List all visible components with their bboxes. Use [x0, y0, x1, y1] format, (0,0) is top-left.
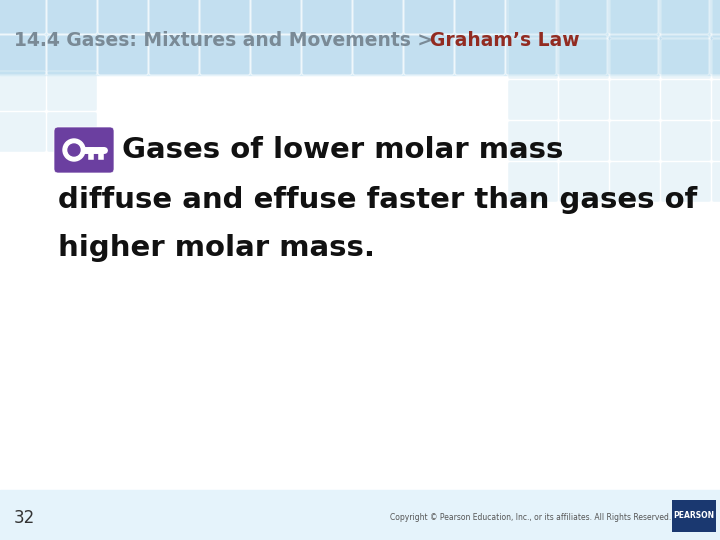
FancyBboxPatch shape: [455, 0, 505, 34]
FancyBboxPatch shape: [404, 35, 454, 75]
FancyBboxPatch shape: [661, 162, 711, 202]
FancyBboxPatch shape: [508, 162, 558, 202]
FancyBboxPatch shape: [302, 35, 352, 75]
FancyBboxPatch shape: [659, 35, 709, 75]
FancyBboxPatch shape: [712, 39, 720, 79]
FancyBboxPatch shape: [506, 35, 556, 75]
FancyBboxPatch shape: [404, 0, 454, 34]
FancyBboxPatch shape: [557, 0, 607, 34]
FancyBboxPatch shape: [47, 0, 97, 34]
FancyBboxPatch shape: [659, 0, 709, 34]
FancyBboxPatch shape: [610, 39, 660, 79]
FancyBboxPatch shape: [251, 35, 301, 75]
Bar: [0, 490, 720, 540]
FancyBboxPatch shape: [661, 80, 711, 120]
FancyBboxPatch shape: [559, 39, 609, 79]
FancyBboxPatch shape: [559, 0, 609, 38]
FancyBboxPatch shape: [610, 0, 660, 38]
FancyBboxPatch shape: [508, 121, 558, 161]
FancyBboxPatch shape: [455, 35, 505, 75]
FancyBboxPatch shape: [610, 80, 660, 120]
FancyBboxPatch shape: [712, 162, 720, 202]
FancyBboxPatch shape: [54, 127, 114, 173]
FancyBboxPatch shape: [710, 35, 720, 75]
FancyBboxPatch shape: [608, 0, 658, 34]
Text: PEARSON: PEARSON: [673, 511, 714, 521]
FancyBboxPatch shape: [661, 0, 711, 38]
FancyBboxPatch shape: [0, 35, 46, 75]
FancyBboxPatch shape: [559, 162, 609, 202]
FancyBboxPatch shape: [149, 0, 199, 34]
FancyBboxPatch shape: [98, 35, 148, 75]
FancyBboxPatch shape: [0, 0, 46, 34]
FancyBboxPatch shape: [608, 35, 658, 75]
FancyBboxPatch shape: [353, 0, 403, 34]
FancyBboxPatch shape: [508, 0, 558, 38]
FancyBboxPatch shape: [0, 112, 46, 152]
FancyBboxPatch shape: [506, 0, 556, 34]
Text: 14.4 Gases: Mixtures and Movements >: 14.4 Gases: Mixtures and Movements >: [14, 30, 440, 50]
Bar: [0, 0, 720, 75]
FancyBboxPatch shape: [610, 162, 660, 202]
Text: Gases of lower molar mass: Gases of lower molar mass: [122, 136, 563, 164]
FancyBboxPatch shape: [302, 0, 352, 34]
FancyBboxPatch shape: [200, 0, 250, 34]
FancyBboxPatch shape: [47, 71, 97, 111]
FancyBboxPatch shape: [98, 0, 148, 34]
FancyBboxPatch shape: [557, 35, 607, 75]
FancyBboxPatch shape: [149, 35, 199, 75]
Text: Graham’s Law: Graham’s Law: [430, 30, 580, 50]
FancyBboxPatch shape: [47, 112, 97, 152]
FancyBboxPatch shape: [710, 0, 720, 34]
FancyBboxPatch shape: [712, 80, 720, 120]
Text: Copyright © Pearson Education, Inc., or its affiliates. All Rights Reserved.: Copyright © Pearson Education, Inc., or …: [390, 514, 671, 523]
FancyBboxPatch shape: [353, 35, 403, 75]
FancyBboxPatch shape: [559, 121, 609, 161]
Text: higher molar mass.: higher molar mass.: [58, 234, 375, 262]
FancyBboxPatch shape: [661, 121, 711, 161]
FancyBboxPatch shape: [661, 39, 711, 79]
FancyBboxPatch shape: [508, 39, 558, 79]
FancyBboxPatch shape: [610, 121, 660, 161]
Circle shape: [63, 139, 85, 161]
FancyBboxPatch shape: [712, 121, 720, 161]
Text: 32: 32: [14, 509, 35, 527]
Text: diffuse and effuse faster than gases of: diffuse and effuse faster than gases of: [58, 186, 697, 214]
FancyBboxPatch shape: [47, 35, 97, 75]
FancyBboxPatch shape: [712, 0, 720, 38]
FancyBboxPatch shape: [200, 35, 250, 75]
FancyBboxPatch shape: [251, 0, 301, 34]
FancyBboxPatch shape: [559, 80, 609, 120]
FancyBboxPatch shape: [508, 80, 558, 120]
FancyBboxPatch shape: [672, 500, 716, 532]
Circle shape: [68, 144, 80, 156]
FancyBboxPatch shape: [0, 71, 46, 111]
